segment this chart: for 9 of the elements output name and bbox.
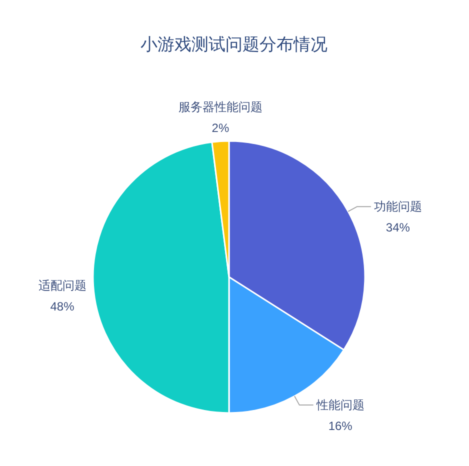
slice-label: 功能问题 (374, 200, 422, 214)
data-label: 2% (212, 121, 230, 135)
slice-label: 服务器性能问题 (178, 100, 262, 114)
data-label: 16% (328, 418, 353, 433)
slice-label: 适配问题 (38, 278, 86, 293)
slice-label: 性能问题 (315, 398, 364, 412)
data-label: 48% (50, 300, 75, 314)
chart-title: 小游戏测试问题分布情况 (140, 35, 328, 54)
data-label: 34% (386, 220, 410, 235)
